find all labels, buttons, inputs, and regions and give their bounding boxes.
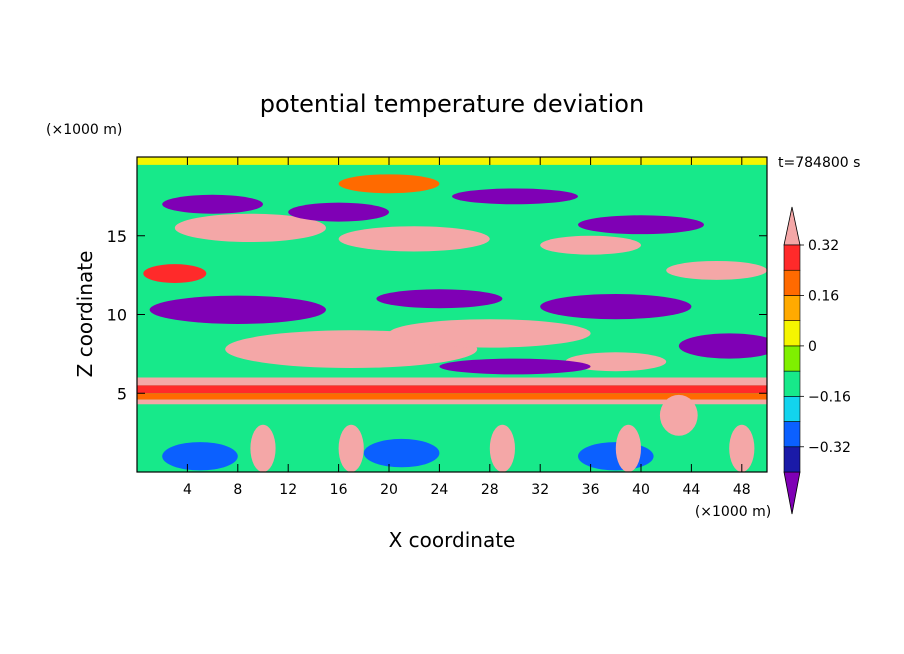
y-tick-label-5: 5 [117,384,127,403]
contour-blob-7 [659,394,698,436]
x-axis: 4 8 12 16 20 24 28 32 36 40 44 48 [183,157,751,498]
chart-title: potential temperature deviation [260,90,644,118]
x-tick-label-24: 24 [430,482,448,498]
x-tick-label-8: 8 [233,482,242,498]
contour-blob-24 [729,424,755,472]
contour-blob-11 [578,215,704,235]
y-tick-label-15: 15 [107,227,127,246]
contour-blob-21 [338,424,364,472]
x-tick-label-48: 48 [733,482,751,498]
contour-blob-5 [389,319,591,348]
contour-blob-13 [376,289,503,309]
x-tick-label-4: 4 [183,482,192,498]
y-axis-label: Z coordinate [73,251,97,378]
contour-field [137,157,767,472]
contour-blob-9 [288,202,389,222]
time-label: t=784800 s [778,155,860,171]
x-tick-label-28: 28 [481,482,499,498]
contour-blob-1 [338,226,490,252]
colorbar-tick-label-1: −0.16 [808,389,851,405]
contour-blob-22 [489,424,515,472]
x-tick-label-12: 12 [279,482,297,498]
colorbar-tick-label-2: 0 [808,339,817,355]
x-tick-label-36: 36 [582,482,600,498]
colorbar-tick-label-0: −0.32 [808,440,851,456]
contour-blob-20 [250,424,276,472]
colorbar-tick-label-4: 0.32 [808,238,839,254]
y-axis: 5 10 15 [107,227,767,403]
colorbar-box-7 [783,269,801,296]
contour-blob-15 [439,358,591,375]
colorbar-box-3 [783,370,801,397]
band-0 [137,157,767,165]
contour-blob-26 [143,264,207,283]
colorbar-box-8 [783,244,801,271]
colorbar-box-4 [783,345,801,372]
colorbar-extend-low [783,471,801,515]
x-tick-label-44: 44 [682,482,700,498]
contour-blob-25 [338,174,440,194]
colorbar: −0.32 −0.16 0 0.16 0.32 [783,206,851,515]
contour-blob-14 [540,294,692,320]
contour-blob-23 [615,424,642,472]
x-unit-label: (×1000 m) [695,504,771,520]
x-tick-label-16: 16 [330,482,348,498]
y-tick-label-10: 10 [107,306,127,325]
x-axis-label: X coordinate [389,528,516,552]
colorbar-extend-high [783,206,801,246]
colorbar-box-5 [783,320,801,347]
band-2 [137,385,767,394]
contour-blob-19 [578,442,654,471]
x-tick-label-40: 40 [632,482,650,498]
contour-blob-17 [162,442,238,471]
contour-blob-10 [452,188,578,205]
colorbar-box-1 [783,421,801,448]
contour-blob-16 [678,333,767,359]
colorbar-box-2 [783,396,801,422]
colorbar-box-0 [783,446,801,473]
x-tick-label-20: 20 [380,482,398,498]
contour-blob-18 [363,438,440,468]
band-3 [137,393,767,400]
x-tick-label-32: 32 [531,482,549,498]
contour-blob-3 [666,260,767,280]
band-4 [137,399,767,405]
contour-blob-8 [162,194,263,214]
y-unit-label: (×1000 m) [46,122,122,138]
contour-blob-12 [149,295,326,324]
colorbar-box-6 [783,295,801,321]
contour-blob-0 [174,213,326,243]
colorbar-tick-label-3: 0.16 [808,288,839,304]
band-1 [137,377,767,386]
contour-blob-2 [540,235,641,255]
